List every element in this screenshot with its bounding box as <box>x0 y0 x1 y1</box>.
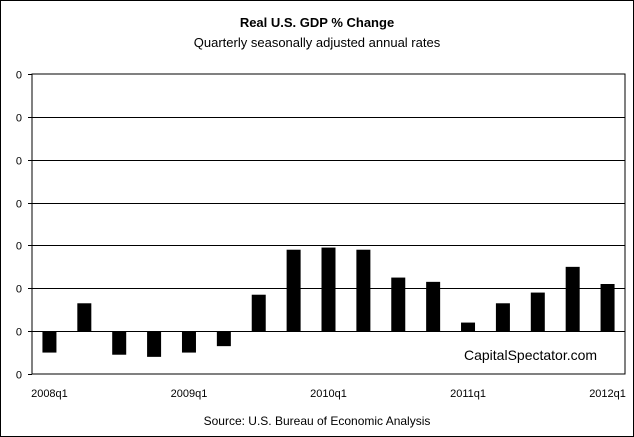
bar-2009q1 <box>181 331 196 353</box>
x-tick-label: 2012q1 <box>589 388 626 400</box>
bar-2011q4 <box>565 266 580 332</box>
bar-2009q3 <box>251 294 266 332</box>
bar-2008q1 <box>42 331 57 353</box>
y-tick-label: 0 <box>16 284 22 296</box>
plot-border <box>31 73 626 375</box>
bar-2012q1 <box>600 284 615 332</box>
chart-title: Real U.S. GDP % Change <box>239 15 395 30</box>
bar-2008q4 <box>147 331 162 357</box>
watermark: CapitalSpectator.com <box>464 347 598 363</box>
chart-subtitle: Quarterly seasonally adjusted annual rat… <box>193 35 441 50</box>
source-note: Source: U.S. Bureau of Economic Analysis <box>203 414 431 428</box>
y-tick-label: 0 <box>16 370 22 382</box>
x-tick-label: 2011q1 <box>450 388 486 400</box>
y-tick-label: 0 <box>16 199 22 211</box>
bar-2010q3 <box>391 277 406 332</box>
y-tick-label: 0 <box>16 70 22 82</box>
bar-2011q1 <box>461 322 476 332</box>
bar-2008q2 <box>77 303 92 332</box>
y-tick-label: 0 <box>16 113 22 125</box>
y-tick-label: 0 <box>16 241 22 253</box>
x-tick-label: 2010q1 <box>310 388 347 400</box>
x-tick-label: 2008q1 <box>31 388 68 400</box>
bar-2009q2 <box>216 331 231 347</box>
y-tick-label: 0 <box>16 327 22 339</box>
bar-2010q2 <box>356 249 371 332</box>
x-tick-label: 2009q1 <box>171 388 208 400</box>
bar-2011q2 <box>495 303 510 332</box>
bar-2010q1 <box>321 247 336 332</box>
bar-2010q4 <box>426 281 441 332</box>
bar-2011q3 <box>530 292 545 332</box>
bar-2009q4 <box>286 249 301 332</box>
y-tick-label: 0 <box>16 156 22 168</box>
bar-2008q3 <box>112 331 127 355</box>
